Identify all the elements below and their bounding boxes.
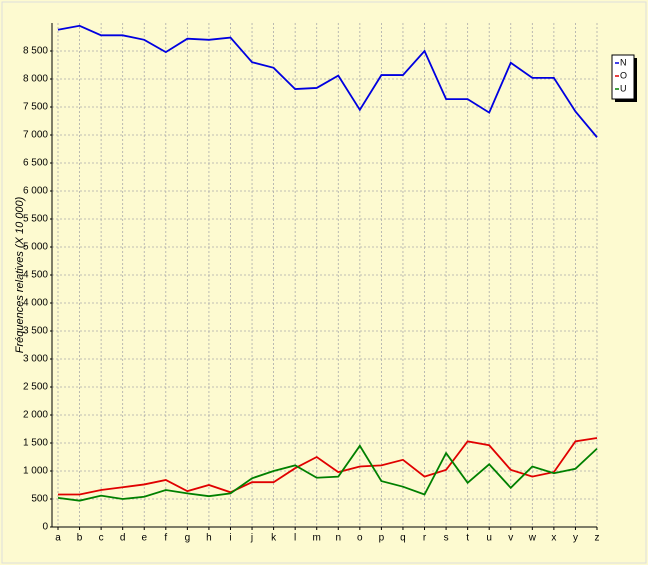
legend-box	[611, 54, 635, 100]
x-tick-label: i	[229, 533, 231, 544]
x-tick-label: f	[164, 533, 167, 544]
y-tick-label: 5 500	[23, 214, 48, 225]
x-tick-label: e	[141, 533, 147, 544]
x-tick-label: l	[294, 533, 296, 544]
y-tick-label: 1 500	[23, 438, 48, 449]
x-tick-label: w	[528, 533, 537, 544]
y-tick-label: 6 000	[23, 186, 48, 197]
x-tick-label: x	[551, 533, 556, 544]
x-tick-label: d	[120, 533, 126, 544]
x-tick-label: q	[400, 533, 406, 544]
x-tick-label: z	[595, 533, 600, 544]
y-tick-label: 1 000	[23, 466, 48, 477]
x-tick-label: a	[55, 533, 61, 544]
y-tick-label: 5 000	[23, 242, 48, 253]
y-tick-label: 7 000	[23, 130, 48, 141]
x-tick-label: o	[357, 533, 363, 544]
y-tick-label: 8 000	[23, 74, 48, 85]
x-tick-label: p	[379, 533, 385, 544]
x-tick-label: u	[486, 533, 492, 544]
legend-label: O	[620, 70, 627, 80]
legend-label: U	[620, 83, 627, 93]
y-tick-label: 3 500	[23, 326, 48, 337]
y-tick-label: 0	[42, 522, 48, 533]
x-tick-label: b	[77, 533, 83, 544]
x-tick-label: m	[313, 533, 321, 544]
y-tick-label: 500	[31, 494, 48, 505]
x-tick-label: n	[335, 533, 341, 544]
y-tick-label: 2 000	[23, 410, 48, 421]
x-tick-label: r	[423, 533, 427, 544]
x-tick-label: h	[206, 533, 212, 544]
series-line	[57, 24, 598, 138]
x-tick-label: v	[508, 533, 513, 544]
y-tick-label: 3 000	[23, 354, 48, 365]
x-tick-label: j	[250, 533, 253, 544]
x-tick-label: g	[185, 533, 191, 544]
legend: NOU	[611, 54, 637, 102]
y-tick-label: 8 500	[23, 46, 48, 57]
x-tick-label: s	[444, 533, 449, 544]
x-tick-label: c	[99, 533, 104, 544]
series-line	[58, 437, 598, 496]
y-tick-label: 4 000	[23, 298, 48, 309]
x-tick-label: t	[466, 533, 469, 544]
x-tick-label: y	[573, 533, 578, 544]
x-tick-label: k	[271, 533, 277, 544]
y-tick-label: 2 500	[23, 382, 48, 393]
y-tick-label: 7 500	[23, 102, 48, 113]
y-tick-label: 4 500	[23, 270, 48, 281]
series-line	[57, 444, 598, 502]
y-axis-label: Fréquences relatives (X 10 000)	[14, 196, 26, 353]
legend-label: N	[620, 57, 627, 67]
y-tick-label: 6 500	[23, 158, 48, 169]
